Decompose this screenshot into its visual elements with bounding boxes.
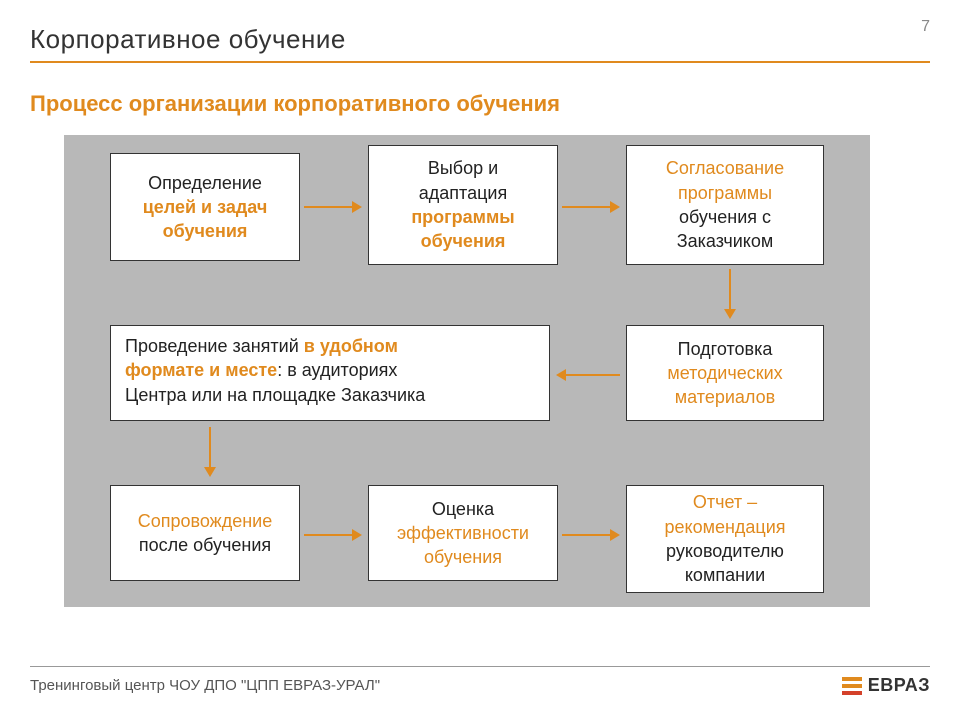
flowchart-canvas: Определениецелей и задачобучения Выбор иа… <box>64 135 870 607</box>
evraz-logo: ЕВРАЗ <box>842 675 930 696</box>
footer-divider <box>30 666 930 667</box>
flow-node-n7: Оценкаэффективностиобучения <box>368 485 558 581</box>
arrow-n3-n5 <box>724 269 736 319</box>
arrow-n6-n7 <box>304 529 362 541</box>
page-number: 7 <box>921 18 930 36</box>
logo-text: ЕВРАЗ <box>868 675 930 696</box>
arrow-n7-n8 <box>562 529 620 541</box>
footer: Тренинговый центр ЧОУ ДПО "ЦПП ЕВРАЗ-УРА… <box>0 666 960 696</box>
section-subtitle: Процесс организации корпоративного обуче… <box>0 63 960 117</box>
flow-node-n5: Подготовкаметодическихматериалов <box>626 325 824 421</box>
arrow-n4-n6 <box>204 427 216 477</box>
flow-node-n2: Выбор иадаптацияпрограммыобучения <box>368 145 558 265</box>
flow-node-n8: Отчет –рекомендацияруководителюкомпании <box>626 485 824 593</box>
flow-node-n6: Сопровождениепосле обучения <box>110 485 300 581</box>
page-title: Корпоративное обучение <box>30 24 930 55</box>
flow-node-n1: Определениецелей и задачобучения <box>110 153 300 261</box>
flow-node-n4: Проведение занятий в удобномформате и ме… <box>110 325 550 421</box>
arrow-n5-n4 <box>556 369 620 381</box>
arrow-n1-n2 <box>304 201 362 213</box>
logo-bars-icon <box>842 677 862 695</box>
flow-node-n3: Согласованиепрограммыобучения сЗаказчико… <box>626 145 824 265</box>
footer-text: Тренинговый центр ЧОУ ДПО "ЦПП ЕВРАЗ-УРА… <box>30 677 380 694</box>
arrow-n2-n3 <box>562 201 620 213</box>
